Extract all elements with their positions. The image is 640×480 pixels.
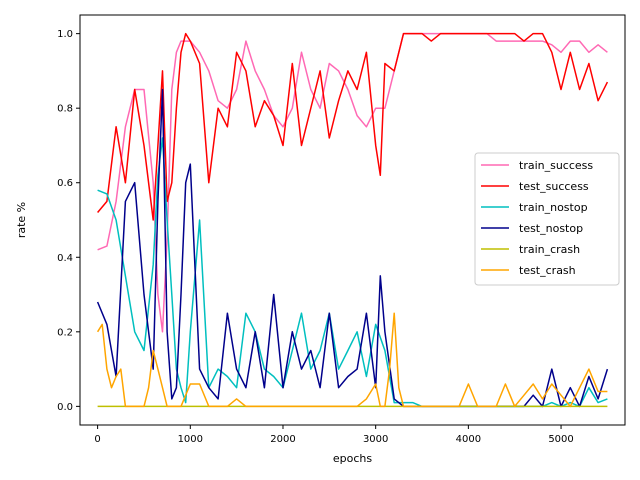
y-tick-label: 0.4 [57,253,73,264]
x-tick-label: 4000 [456,434,481,445]
legend-label: test_crash [519,264,576,277]
x-tick-label: 5000 [548,434,573,445]
y-axis-label: rate % [15,202,28,238]
y-tick-label: 0.8 [57,104,73,115]
legend: train_success test_success train_nostoptes… [474,152,620,286]
x-tick-label: 1000 [178,434,203,445]
legend-box [474,152,620,286]
axis-ticks: 0 1000 2000 3000 4000 5000 0.0 0.2 0.4 0.6 0.8 1.0 [57,29,574,445]
x-tick-label: 3000 [363,434,388,445]
legend-label: test_success [519,180,589,193]
y-tick-label: 0.6 [57,178,73,189]
series-line-test-success [97,32,609,221]
legend-label: train_success [519,159,593,172]
legend-label: train_nostop [519,201,588,214]
y-tick-label: 1.0 [57,29,73,40]
y-tick-label: 0.2 [57,327,73,338]
x-tick-label: 0 [94,434,100,445]
legend-label: test_nostop [519,222,583,235]
x-axis-label: epochs [333,452,372,465]
x-tick-label: 2000 [270,434,295,445]
axes-frame [79,14,626,426]
series-line-train-success [97,32,608,333]
series-line-test-crash [96,312,608,408]
legend-label: train_crash [519,243,580,256]
plot-area [96,32,609,408]
y-tick-label: 0.0 [57,402,73,413]
